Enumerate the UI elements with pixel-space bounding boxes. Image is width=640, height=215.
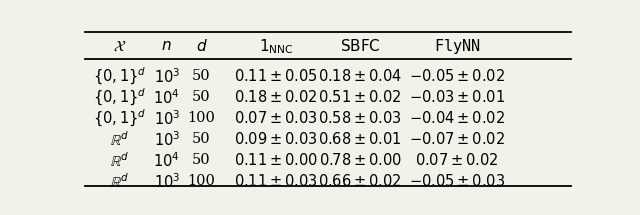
Text: $0.66 \pm 0.02$: $0.66 \pm 0.02$ — [319, 174, 402, 189]
Text: $0.07 \pm 0.03$: $0.07 \pm 0.03$ — [234, 110, 318, 126]
Text: $\mathbb{R}^d$: $\mathbb{R}^d$ — [110, 172, 129, 191]
Text: $\mathbb{R}^d$: $\mathbb{R}^d$ — [110, 151, 129, 170]
Text: $0.58 \pm 0.03$: $0.58 \pm 0.03$ — [318, 110, 402, 126]
Text: $\{0,1\}^d$: $\{0,1\}^d$ — [93, 66, 147, 87]
Text: 50: 50 — [192, 90, 211, 104]
Text: $\mathrm{SBFC}$: $\mathrm{SBFC}$ — [340, 38, 381, 54]
Text: $0.11 \pm 0.03$: $0.11 \pm 0.03$ — [234, 174, 318, 189]
Text: $10^4$: $10^4$ — [154, 88, 180, 107]
Text: $10^3$: $10^3$ — [154, 172, 180, 191]
Text: $n$: $n$ — [161, 40, 172, 54]
Text: $0.09 \pm 0.03$: $0.09 \pm 0.03$ — [234, 131, 318, 147]
Text: $0.18 \pm 0.04$: $0.18 \pm 0.04$ — [318, 68, 403, 84]
Text: $\mathcal{X}$: $\mathcal{X}$ — [113, 39, 126, 54]
Text: $0.68 \pm 0.01$: $0.68 \pm 0.01$ — [319, 131, 402, 147]
Text: $10^3$: $10^3$ — [154, 130, 180, 149]
Text: $-0.07 \pm 0.02$: $-0.07 \pm 0.02$ — [409, 131, 505, 147]
Text: $\{0,1\}^d$: $\{0,1\}^d$ — [93, 108, 147, 129]
Text: $d$: $d$ — [196, 38, 207, 54]
Text: $10^3$: $10^3$ — [154, 67, 180, 86]
Text: $1_{\mathrm{NNC}}$: $1_{\mathrm{NNC}}$ — [259, 37, 293, 56]
Text: $-0.05 \pm 0.02$: $-0.05 \pm 0.02$ — [409, 68, 505, 84]
Text: $0.18 \pm 0.02$: $0.18 \pm 0.02$ — [234, 89, 317, 105]
Text: 100: 100 — [188, 111, 216, 125]
Text: $\mathbb{R}^d$: $\mathbb{R}^d$ — [110, 130, 129, 149]
Text: $\{0,1\}^d$: $\{0,1\}^d$ — [93, 87, 147, 108]
Text: $-0.03 \pm 0.01$: $-0.03 \pm 0.01$ — [409, 89, 505, 105]
Text: 50: 50 — [192, 69, 211, 83]
Text: $\mathtt{FlyNN}$: $\mathtt{FlyNN}$ — [433, 37, 481, 56]
Text: 50: 50 — [192, 132, 211, 146]
Text: $0.51 \pm 0.02$: $0.51 \pm 0.02$ — [319, 89, 402, 105]
Text: $0.07 \pm 0.02$: $0.07 \pm 0.02$ — [415, 152, 499, 168]
Text: 100: 100 — [188, 174, 216, 188]
Text: $0.11 \pm 0.00$: $0.11 \pm 0.00$ — [234, 152, 318, 168]
Text: $0.78 \pm 0.00$: $0.78 \pm 0.00$ — [319, 152, 402, 168]
Text: $-0.05 \pm 0.03$: $-0.05 \pm 0.03$ — [409, 174, 505, 189]
Text: $-0.04 \pm 0.02$: $-0.04 \pm 0.02$ — [409, 110, 505, 126]
Text: $10^3$: $10^3$ — [154, 109, 180, 128]
Text: $0.11 \pm 0.05$: $0.11 \pm 0.05$ — [234, 68, 318, 84]
Text: $10^4$: $10^4$ — [154, 151, 180, 170]
Text: 50: 50 — [192, 153, 211, 167]
